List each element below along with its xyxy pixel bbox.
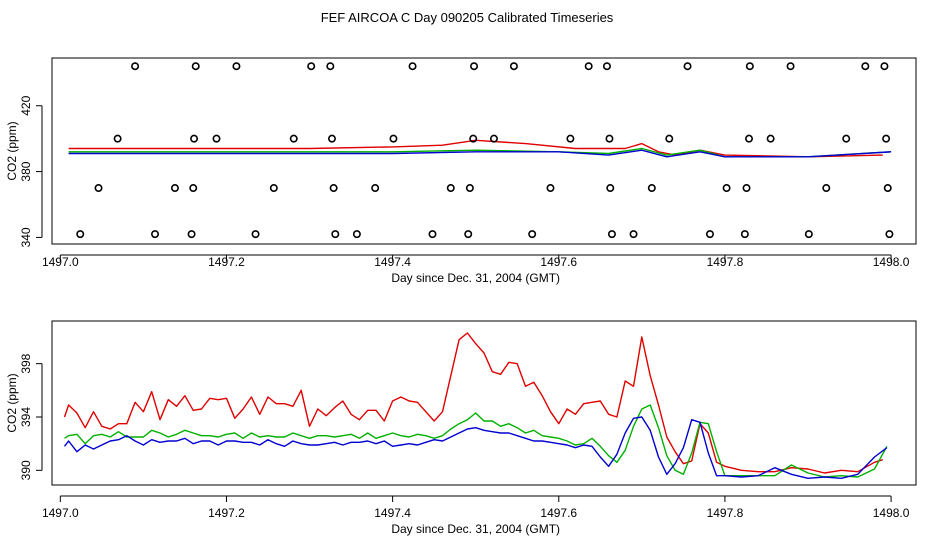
y-axis-label: CO2 (ppm) bbox=[5, 373, 19, 432]
x-tick-label: 1497.6 bbox=[540, 255, 577, 269]
calibration-point bbox=[94, 184, 103, 193]
y-axis-label: CO2 (ppm) bbox=[5, 121, 19, 180]
calibration-point bbox=[187, 230, 196, 239]
calibration-point bbox=[546, 184, 555, 193]
calibration-point bbox=[489, 134, 498, 143]
calibration-point bbox=[251, 230, 260, 239]
plot-frame bbox=[51, 320, 917, 486]
series-line-blue bbox=[68, 149, 892, 158]
x-tick-label: 1497.2 bbox=[208, 506, 245, 520]
calibration-point bbox=[131, 62, 140, 71]
calibration-point bbox=[629, 230, 638, 239]
calibration-point bbox=[683, 62, 692, 71]
calibration-point bbox=[371, 184, 380, 193]
calibration-point bbox=[740, 230, 749, 239]
x-tick-label: 1498.0 bbox=[873, 255, 910, 269]
x-axis-label: Day since Dec. 31, 2004 (GMT) bbox=[391, 522, 560, 536]
x-tick-label: 1497.6 bbox=[540, 506, 577, 520]
calibration-point bbox=[742, 184, 751, 193]
y-tick-label: 420 bbox=[19, 95, 33, 115]
x-tick-label: 1497.4 bbox=[374, 255, 411, 269]
top-panel: 1497.0 1497.2 1497.4 1497.6 1497.8 1498.0 Day … bbox=[5, 57, 917, 285]
figure-title: FEF AIRCOA C Day 090205 Calibrated Times… bbox=[321, 10, 614, 25]
calibration-point bbox=[189, 184, 198, 193]
calibration-point bbox=[822, 184, 831, 193]
calibration-point bbox=[722, 184, 731, 193]
calibration-point bbox=[528, 230, 537, 239]
calibration-point bbox=[408, 62, 417, 71]
calibration-point bbox=[326, 62, 335, 71]
calibration-point bbox=[446, 184, 455, 193]
calibration-point bbox=[745, 62, 754, 71]
calibration-point bbox=[269, 184, 278, 193]
calibration-point bbox=[212, 134, 221, 143]
calibration-point bbox=[470, 62, 479, 71]
calibration-point bbox=[602, 62, 611, 71]
calibration-point bbox=[151, 230, 160, 239]
series-group bbox=[63, 332, 888, 479]
calibration-point bbox=[804, 230, 813, 239]
calibration-point bbox=[465, 184, 474, 193]
x-tick-label: 1497.0 bbox=[42, 506, 79, 520]
calibration-point bbox=[428, 230, 437, 239]
x-tick-label: 1497.8 bbox=[707, 255, 744, 269]
calibration-point bbox=[509, 62, 518, 71]
calibration-point bbox=[469, 134, 478, 143]
calibration-point bbox=[745, 134, 754, 143]
calibration-point bbox=[566, 134, 575, 143]
calibration-point bbox=[885, 230, 894, 239]
calibration-point bbox=[191, 62, 200, 71]
plot-frame bbox=[51, 57, 917, 245]
calibration-point bbox=[705, 230, 714, 239]
calibration-point bbox=[170, 184, 179, 193]
series-line-red bbox=[68, 139, 883, 158]
y-tick-label: 394 bbox=[19, 407, 33, 427]
bottom-panel: 1497.0 1497.2 1497.4 1497.6 1497.8 1498.0 Day … bbox=[5, 320, 917, 536]
calibration-point bbox=[842, 134, 851, 143]
x-tick-label: 1497.2 bbox=[208, 255, 245, 269]
calibration-point bbox=[880, 62, 889, 71]
x-tick-label: 1497.8 bbox=[707, 506, 744, 520]
calibration-point bbox=[861, 62, 870, 71]
calibration-point bbox=[606, 184, 615, 193]
calibration-point bbox=[327, 134, 336, 143]
calibration-point bbox=[190, 134, 199, 143]
calibration-point bbox=[883, 184, 892, 193]
y-tick-label: 390 bbox=[19, 460, 33, 480]
calibration-point bbox=[389, 134, 398, 143]
calibration-point bbox=[76, 230, 85, 239]
x-tick-label: 1497.4 bbox=[374, 506, 411, 520]
calibration-point bbox=[289, 134, 298, 143]
x-tick-label: 1498.0 bbox=[873, 506, 910, 520]
calibration-point bbox=[584, 62, 593, 71]
series-line-blue bbox=[63, 416, 888, 479]
calibration-point bbox=[665, 134, 674, 143]
calibration-point bbox=[232, 62, 241, 71]
series-line-green bbox=[64, 404, 888, 478]
calibration-point bbox=[786, 62, 795, 71]
x-axis-label: Day since Dec. 31, 2004 (GMT) bbox=[391, 271, 560, 285]
y-tick-label: 340 bbox=[19, 227, 33, 247]
x-tick-label: 1497.0 bbox=[42, 255, 79, 269]
y-tick-label: 398 bbox=[19, 353, 33, 373]
calibration-point bbox=[352, 230, 361, 239]
calibration-point bbox=[607, 230, 616, 239]
series-line-red bbox=[63, 332, 884, 474]
calibration-point bbox=[605, 134, 614, 143]
calibration-point bbox=[307, 62, 316, 71]
calibration-point bbox=[113, 134, 122, 143]
calibration-point bbox=[329, 184, 338, 193]
calibration-point bbox=[464, 230, 473, 239]
calibration-point bbox=[331, 230, 340, 239]
calibration-point bbox=[647, 184, 656, 193]
calibration-point bbox=[766, 134, 775, 143]
calibration-point bbox=[882, 134, 891, 143]
series-group bbox=[68, 139, 892, 158]
y-tick-label: 380 bbox=[19, 161, 33, 181]
